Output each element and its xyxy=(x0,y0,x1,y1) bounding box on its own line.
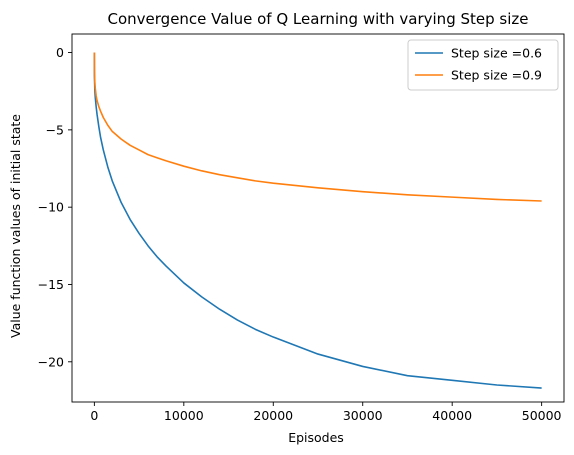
y-tick-label: −5 xyxy=(46,122,64,137)
y-tick-label: −15 xyxy=(38,277,64,292)
plot-lines xyxy=(93,52,542,389)
x-axis: 0 10000 20000 30000 40000 50000 xyxy=(90,402,562,423)
x-axis-title: Episodes xyxy=(288,430,344,445)
y-axis-title: Value function values of initial state xyxy=(8,114,23,338)
legend: Step size =0.6 Step size =0.9 xyxy=(407,39,559,91)
legend-box xyxy=(407,39,559,91)
plot-frame xyxy=(71,33,565,403)
series-line-2 xyxy=(93,52,542,202)
y-tick-label: −10 xyxy=(38,200,64,215)
x-tick-label: 40000 xyxy=(432,408,472,423)
legend-label-2: Step size =0.9 xyxy=(451,68,542,83)
legend-label-1: Step size =0.6 xyxy=(451,46,542,61)
series-line-1 xyxy=(93,52,542,389)
y-tick-label: −20 xyxy=(38,354,64,369)
x-tick-label: 50000 xyxy=(522,408,562,423)
x-tick-label: 20000 xyxy=(253,408,293,423)
y-axis: 0 −5 −10 −15 −20 xyxy=(38,45,72,369)
y-tick-label: 0 xyxy=(56,45,64,60)
x-tick-label: 0 xyxy=(90,408,98,423)
x-tick-label: 30000 xyxy=(343,408,383,423)
chart-title: Convergence Value of Q Learning with var… xyxy=(108,10,529,28)
x-tick-label: 10000 xyxy=(164,408,204,423)
